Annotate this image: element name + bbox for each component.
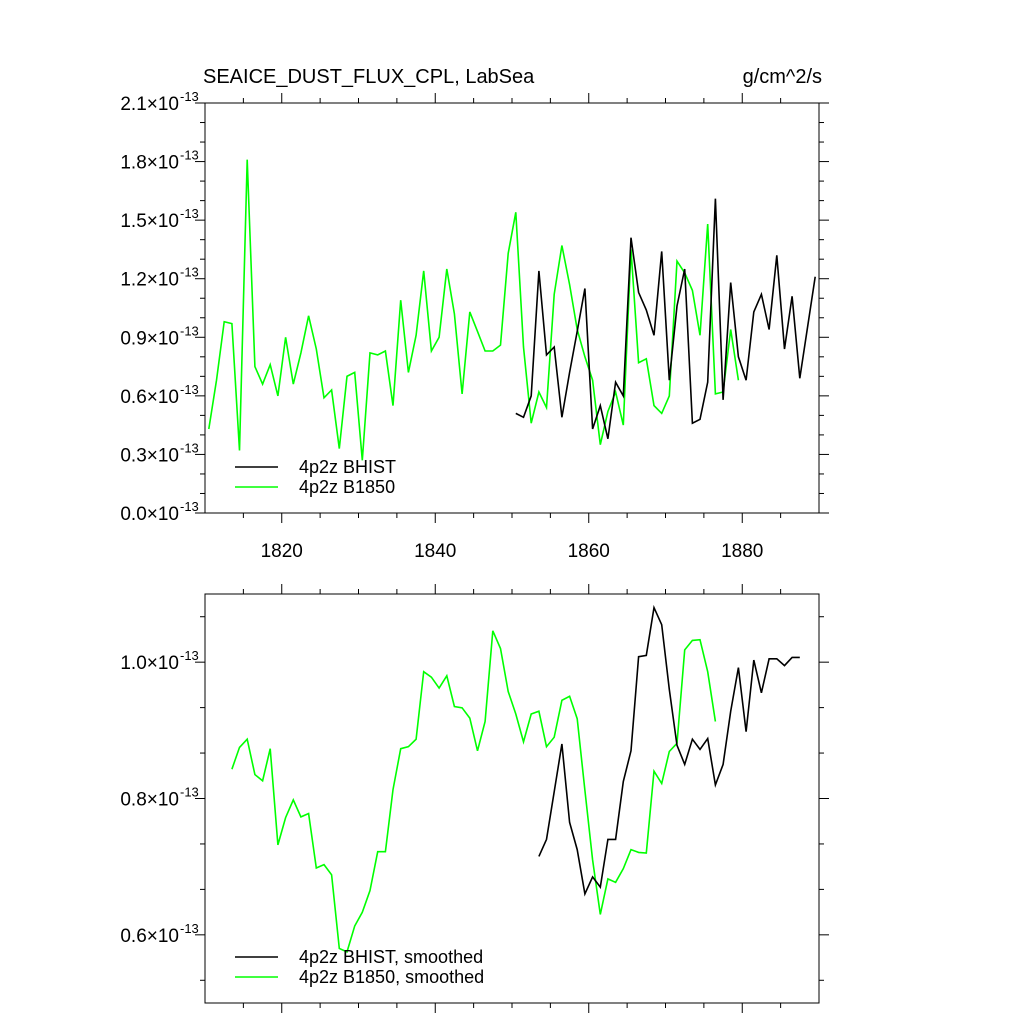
y-tick-exponent: -13 — [180, 89, 199, 104]
y-tick-exponent: -13 — [180, 440, 199, 455]
series-line-4p2z-bhist-smoothed — [538, 604, 800, 897]
y-tick-exponent: -13 — [180, 648, 199, 663]
y-tick-label: 0.0×10 — [120, 504, 179, 525]
y-tick-label: 1.2×10 — [120, 270, 179, 291]
y-tick-exponent: -13 — [180, 148, 199, 163]
chart-units: g/cm^2/s — [743, 66, 822, 88]
y-tick-label: 0.6×10 — [120, 387, 179, 408]
plot-frame — [204, 102, 820, 514]
series-lines — [231, 604, 800, 953]
x-tick-label: 1880 — [721, 541, 763, 562]
y-tick-exponent: -13 — [180, 382, 199, 397]
legend-label: 4p2z B1850 — [299, 477, 395, 497]
tick-marks — [195, 93, 829, 523]
series-lines — [208, 159, 816, 461]
y-tick-label: 0.8×10 — [120, 790, 179, 811]
chart-title: SEAICE_DUST_FLUX_CPL, LabSea — [203, 66, 535, 88]
y-tick-exponent: -13 — [180, 921, 199, 936]
y-tick-label: 1.5×10 — [120, 211, 179, 232]
y-tick-exponent: -13 — [180, 323, 199, 338]
x-tick-labels: 1820 1840 1860 1880 — [261, 541, 764, 562]
y-tick-label: 0.6×10 — [120, 926, 179, 947]
y-tick-exponent: -13 — [180, 499, 199, 514]
y-tick-label: 2.1×10 — [120, 94, 179, 115]
tick-marks — [195, 584, 829, 1013]
y-tick-label: 0.9×10 — [120, 328, 179, 349]
series-line-4p2z-b1850-smoothed — [231, 630, 717, 953]
y-tick-labels: 0.6×10 -130.8×10 -131.0×10 -13 — [120, 648, 198, 947]
y-tick-label: 1.0×10 — [120, 653, 179, 674]
legend-label: 4p2z BHIST — [299, 457, 396, 477]
legend-label: 4p2z BHIST, smoothed — [299, 947, 483, 967]
x-tick-label: 1860 — [568, 541, 610, 562]
x-tick-label: 1820 — [261, 541, 303, 562]
y-tick-exponent: -13 — [180, 206, 199, 221]
top-chart-panel: SEAICE_DUST_FLUX_CPL, LabSea g/cm^2/s 0.… — [120, 66, 829, 562]
bottom-chart-panel: 0.6×10 -130.8×10 -131.0×10 -13 4p2z BHIST, … — [120, 584, 829, 1013]
series-line-4p2z-b1850 — [208, 159, 740, 461]
y-tick-exponent: -13 — [180, 265, 199, 280]
legend-label: 4p2z B1850, smoothed — [299, 967, 484, 987]
y-tick-exponent: -13 — [180, 785, 199, 800]
series-line-4p2z-bhist — [515, 198, 816, 439]
x-tick-label: 1840 — [414, 541, 456, 562]
y-tick-label: 1.8×10 — [120, 153, 179, 174]
y-tick-label: 0.3×10 — [120, 445, 179, 466]
y-tick-labels: 0.0×10 -130.3×10 -130.6×10 -130.9×10 -131.2×… — [120, 89, 198, 525]
plot-frame — [204, 593, 820, 1004]
